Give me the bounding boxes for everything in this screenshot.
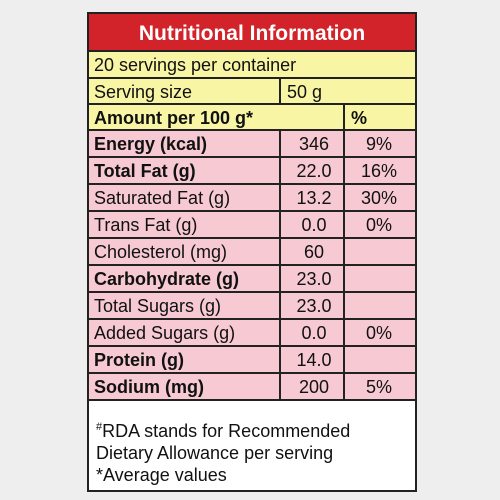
nutrient-label: Total Sugars (g) (94, 296, 222, 316)
column-divider (279, 239, 281, 264)
nutrient-rda: 16% (360, 161, 398, 181)
nutrient-value: 22.0 (296, 161, 332, 181)
serving-size-value: 50 g (287, 82, 323, 102)
column-divider (279, 374, 281, 399)
footnote-average: *Average values (96, 465, 227, 485)
nutrient-value: 23.0 (296, 269, 332, 289)
column-divider (343, 212, 345, 237)
column-divider (343, 105, 345, 129)
table-row: Total Sugars (g) 23.0 (89, 293, 415, 320)
servings-text: 20 servings per container (94, 55, 297, 75)
nutrient-label: Energy (kcal) (94, 134, 208, 154)
column-divider (343, 293, 345, 318)
nutrient-value: 60 (303, 242, 325, 262)
column-divider (279, 266, 281, 291)
nutrient-value: 23.0 (296, 296, 332, 316)
nutrient-table: Energy (kcal) 346 9% Total Fat (g) 22.0 16% Sa… (89, 131, 415, 401)
column-divider (343, 185, 345, 210)
nutrient-label: Sodium (mg) (94, 377, 204, 397)
nutrient-rda: 0% (365, 323, 392, 343)
column-divider (279, 158, 281, 183)
column-divider (343, 374, 345, 399)
nutrient-rda: 5% (365, 377, 392, 397)
nutrient-value: 346 (298, 134, 330, 154)
nutrient-label: Carbohydrate (g) (94, 269, 240, 289)
column-divider (343, 158, 345, 183)
column-divider (343, 320, 345, 345)
column-divider (279, 79, 281, 103)
footnote-rda: #RDA stands for Recommended (96, 421, 351, 441)
nutrient-value: 0.0 (301, 215, 327, 235)
table-row: Saturated Fat (g) 13.2 30% (89, 185, 415, 212)
column-divider (279, 131, 281, 156)
nutrient-rda: 9% (365, 134, 392, 154)
footnote-rda-line2: Dietary Allowance per serving (96, 443, 334, 463)
nutrition-panel: Nutritional Information 20 servings per … (87, 12, 417, 492)
nutrient-label: Trans Fat (g) (94, 215, 198, 235)
column-divider (343, 239, 345, 264)
servings-per-container: 20 servings per container (89, 52, 415, 79)
nutrient-label: Total Fat (g) (94, 161, 196, 181)
table-row: Carbohydrate (g) 23.0 (89, 266, 415, 293)
table-row: Added Sugars (g) 0.0 0% (89, 320, 415, 347)
column-divider (343, 131, 345, 156)
table-row: Total Fat (g) 22.0 16% (89, 158, 415, 185)
table-row: Trans Fat (g) 0.0 0% (89, 212, 415, 239)
column-divider (343, 266, 345, 291)
nutrient-label: Protein (g) (94, 350, 184, 370)
footnote-mark: # (96, 421, 103, 433)
footnote: #RDA stands for Recommended Dietary Allo… (96, 416, 414, 486)
column-divider (279, 347, 281, 372)
nutrient-label: Saturated Fat (g) (94, 188, 231, 208)
amount-header-row: Amount per 100 g* % RDA# (89, 105, 415, 149)
panel-title: Nutritional Information (89, 14, 415, 52)
nutrient-value: 200 (298, 377, 330, 397)
column-divider (279, 293, 281, 318)
serving-size-row: Serving size 50 g (89, 79, 415, 105)
table-row: Energy (kcal) 346 9% (89, 131, 415, 158)
nutrient-rda: 30% (360, 188, 398, 208)
amount-header: Amount per 100 g* (94, 108, 254, 128)
column-divider (279, 212, 281, 237)
column-divider (343, 347, 345, 372)
nutrient-label: Cholesterol (mg) (94, 242, 228, 262)
nutrient-value: 14.0 (296, 350, 332, 370)
table-row: Cholesterol (mg) 60 (89, 239, 415, 266)
table-row: Protein (g) 14.0 (89, 347, 415, 374)
column-divider (279, 320, 281, 345)
column-divider (279, 185, 281, 210)
serving-size-label: Serving size (94, 82, 193, 102)
nutrient-value: 13.2 (296, 188, 332, 208)
nutrient-value: 0.0 (301, 323, 327, 343)
nutrient-rda: 0% (365, 215, 392, 235)
nutrient-label: Added Sugars (g) (94, 323, 236, 343)
table-row: Sodium (mg) 200 5% (89, 374, 415, 401)
